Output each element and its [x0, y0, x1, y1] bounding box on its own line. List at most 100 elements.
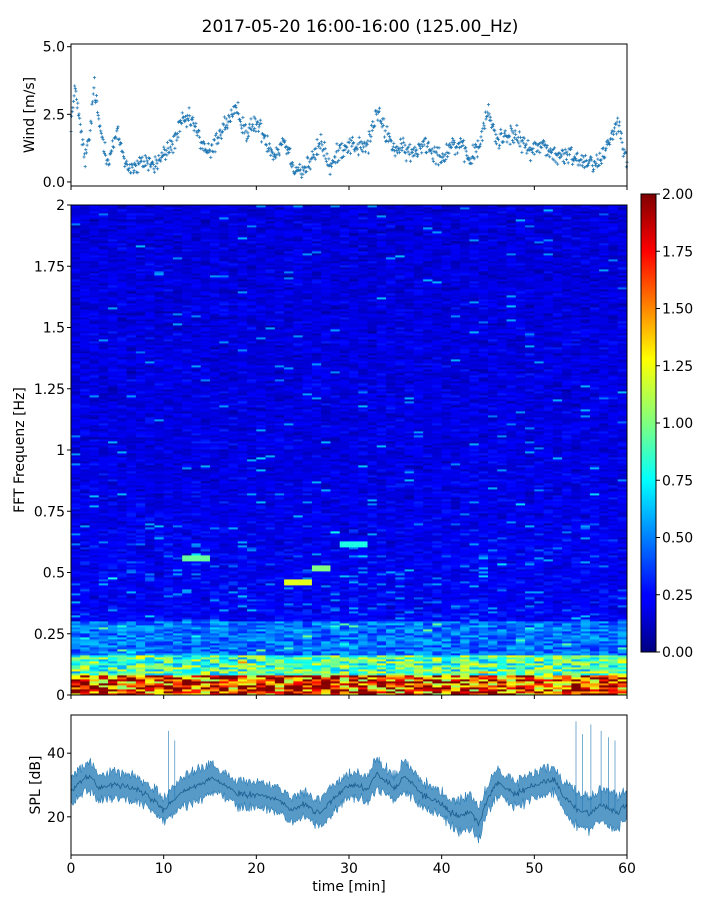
spectrogram-cell — [154, 437, 165, 440]
spectrogram-cell — [98, 681, 109, 684]
spectrogram-cell — [163, 335, 174, 338]
spectrogram-cell — [154, 625, 165, 628]
spectrogram-cell — [71, 467, 81, 470]
spectrogram-cell — [163, 311, 174, 314]
spectrogram-cell — [71, 337, 81, 340]
spectrogram-cell — [163, 479, 174, 482]
spectrogram-cell — [163, 401, 174, 404]
spectrogram-cell — [117, 397, 127, 400]
spectrogram-cell — [98, 433, 109, 436]
spectrogram-cell — [126, 507, 137, 510]
spectrogram-cell — [163, 683, 174, 686]
spectrogram-cell — [71, 577, 81, 580]
spectrogram-cell — [145, 371, 155, 374]
spectrogram-cell — [80, 351, 90, 354]
spectrogram-cell — [135, 251, 146, 254]
spectrogram-cell — [71, 519, 81, 522]
spectrogram-cell — [71, 479, 81, 482]
spectrogram-cell — [98, 557, 109, 560]
spectrogram-cell — [108, 361, 118, 364]
spectrogram-cell — [80, 357, 90, 360]
spectrogram-cell — [89, 535, 100, 538]
spectrogram-cell — [126, 689, 137, 692]
spectrogram-cell — [98, 259, 109, 262]
spectrogram-cell — [145, 213, 155, 216]
spectrogram-cell — [135, 595, 146, 598]
spectrogram-cell — [98, 337, 109, 340]
spectrogram-cell — [135, 579, 146, 582]
spectrogram-cell — [163, 521, 174, 524]
spectrogram-cell — [117, 567, 127, 570]
spectrogram-cell — [163, 377, 174, 380]
spectrogram-cell — [71, 447, 81, 450]
spectrogram-cell — [89, 341, 100, 344]
spectrogram-cell — [145, 473, 155, 476]
spectrogram-cell — [108, 483, 118, 486]
spectrogram-cell — [154, 289, 165, 292]
spectrogram-cell — [117, 279, 127, 282]
spectrogram-cell — [117, 427, 127, 430]
spectrogram-cell — [117, 505, 127, 508]
spectrogram-cell — [71, 319, 81, 322]
spectrogram-cell — [71, 271, 81, 274]
spectrogram-cell — [80, 583, 90, 586]
spectrogram-cell — [71, 489, 81, 492]
spectrogram-cell — [98, 349, 109, 352]
spectrogram-cell — [108, 625, 118, 628]
spectrogram-cell — [145, 405, 155, 408]
spectrogram-cell — [135, 337, 146, 340]
spectrogram-cell — [117, 231, 127, 234]
spectrogram-cell — [117, 659, 127, 662]
spectrogram-cell — [98, 447, 109, 450]
spectrogram-cell — [135, 653, 146, 656]
spectrogram-cell — [145, 495, 155, 498]
spectrogram-cell — [98, 545, 109, 548]
spectrogram-cell — [98, 599, 109, 602]
spectrogram-cell — [145, 673, 155, 676]
wind-y-tick-label: 5.0 — [43, 40, 65, 56]
spectrogram-cell — [117, 291, 127, 294]
spectrogram-cell — [117, 399, 127, 402]
spectrogram-cell — [145, 287, 155, 290]
spectrogram-cell — [135, 429, 146, 432]
spectrogram-cell — [71, 453, 81, 456]
spectrogram-cell — [135, 661, 146, 664]
wind-plot-area — [71, 44, 627, 186]
spectrogram-cell — [154, 519, 165, 522]
spectrogram-cell — [71, 667, 81, 670]
spectrogram-cell — [80, 269, 90, 272]
spectrogram-cell — [80, 443, 90, 446]
spectrogram-cell — [71, 253, 81, 256]
spectrogram-cell — [108, 263, 118, 266]
spectrogram-cell — [154, 445, 165, 448]
spectrogram-cell — [80, 419, 90, 422]
spectrogram-cell — [126, 251, 137, 254]
spectrogram-cell — [80, 251, 90, 254]
spectrogram-cell — [117, 415, 127, 418]
spectrogram-cell — [98, 375, 109, 378]
spectrogram-cell — [117, 633, 127, 636]
spectrogram-cell — [89, 469, 100, 472]
spectrogram-cell — [135, 313, 146, 316]
spectrogram-cell — [117, 473, 127, 476]
spectrogram-cell — [154, 665, 165, 668]
spectrogram-cell — [145, 241, 155, 244]
spectrogram-cell — [135, 593, 146, 596]
spectrogram-cell — [154, 615, 165, 618]
spectrogram-cell — [135, 277, 146, 280]
spectrogram-cell — [117, 453, 127, 456]
spectrogram-cell — [135, 683, 146, 686]
spectrogram-cell — [80, 679, 90, 682]
spectrogram-cell — [80, 373, 90, 376]
spectrogram-cell — [98, 527, 109, 530]
spectrogram-cell — [154, 657, 165, 660]
spectrogram-cell — [108, 289, 118, 292]
spectrogram-cell — [163, 567, 174, 570]
spectrogram-cell — [71, 507, 81, 510]
spectrogram-cell — [108, 591, 118, 594]
spectrogram-cell — [89, 483, 100, 486]
spectrogram-cell — [89, 301, 100, 304]
spectrogram-cell — [89, 481, 100, 484]
spectrogram-cell — [154, 231, 165, 234]
spectrogram-cell — [154, 285, 165, 288]
